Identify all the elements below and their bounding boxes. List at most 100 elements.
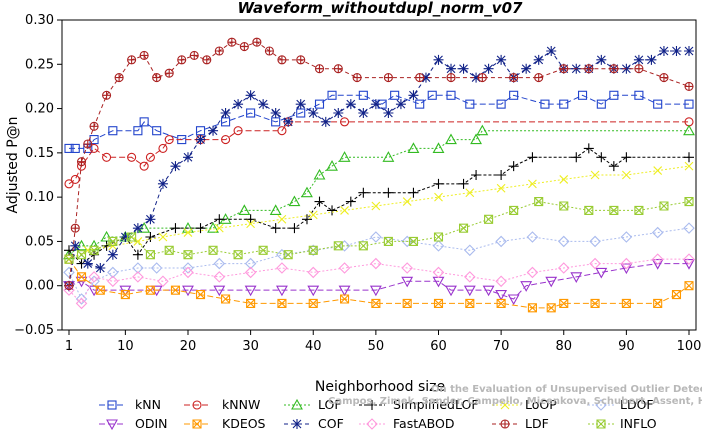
data-point-simplifiedlof: [327, 205, 338, 216]
data-point-ldof: [132, 262, 144, 274]
data-point-simplifiedlof: [458, 178, 469, 189]
legend-label-knnw: kNNW: [222, 397, 260, 412]
data-point-loop: [308, 210, 318, 220]
data-point-odin: [213, 285, 226, 297]
data-point-inflo: [408, 236, 418, 246]
data-point-ldf: [534, 73, 544, 83]
data-point-ldf: [227, 37, 237, 47]
data-point-fastabod: [683, 253, 695, 265]
data-point-kdeos: [340, 294, 350, 304]
y-tick-label: −0.05: [14, 323, 54, 338]
watermark-line-2: On the Evaluation of Unsupervised Outlie…: [431, 384, 702, 395]
data-point-kdeos: [684, 281, 694, 291]
data-point-kdeos: [76, 272, 87, 282]
data-point-ldf: [314, 64, 325, 74]
data-point-cof: [646, 54, 657, 65]
data-point-inflo: [684, 197, 694, 207]
x-tick-label: 30: [242, 339, 259, 354]
legend-marker-simplifiedlof: [367, 400, 377, 410]
data-point-loop: [434, 192, 443, 202]
y-tick-label: 0.10: [25, 190, 54, 205]
data-point-cof: [320, 116, 331, 127]
data-point-fastabod: [651, 253, 664, 265]
data-point-inflo: [145, 250, 155, 260]
data-point-knn: [64, 143, 74, 153]
series-line-ldof: [68, 227, 690, 300]
x-tick-label: 60: [430, 339, 447, 354]
data-point-kdeos: [465, 298, 475, 308]
data-point-kdeos: [559, 298, 569, 308]
legend-item-odin: ODIN: [99, 416, 168, 431]
data-point-lof: [470, 133, 483, 145]
data-point-simplifiedlof: [496, 170, 507, 180]
data-point-ldf: [659, 73, 669, 83]
data-point-kdeos: [590, 298, 600, 308]
x-tick-label: 80: [555, 339, 572, 354]
legend-marker-lof: [291, 398, 303, 410]
data-point-cof: [596, 54, 607, 65]
data-point-fastabod: [132, 271, 144, 283]
data-point-knn: [596, 99, 606, 109]
data-point-kdeos: [195, 290, 206, 300]
data-point-lof: [269, 204, 282, 215]
data-point-odin: [507, 294, 520, 306]
data-point-cof: [258, 99, 269, 110]
data-point-ldof: [182, 262, 194, 274]
data-point-fastabod: [526, 266, 539, 279]
data-point-loop: [158, 232, 168, 242]
legend-item-inflo: INFLO: [588, 416, 657, 431]
data-point-loop: [402, 197, 412, 206]
legend-marker-knnw: [192, 400, 202, 410]
data-point-inflo: [609, 205, 619, 215]
data-point-fastabod: [307, 266, 320, 279]
data-point-inflo: [233, 250, 243, 260]
data-point-kdeos: [653, 298, 663, 308]
data-point-simplifiedlof: [684, 152, 694, 163]
data-point-fastabod: [88, 271, 100, 283]
data-point-knn: [577, 90, 588, 100]
data-point-simplifiedlof: [195, 223, 206, 234]
data-point-ldf: [383, 73, 393, 83]
data-point-odin: [683, 259, 695, 270]
data-point-ldof: [557, 235, 570, 248]
data-point-kdeos: [496, 298, 506, 308]
y-tick-label: 0.30: [25, 13, 54, 28]
data-point-knn: [327, 90, 337, 100]
data-point-knn: [540, 99, 550, 109]
data-point-cof: [370, 99, 381, 110]
data-point-knn: [152, 126, 162, 136]
series-line-ldf: [68, 41, 690, 286]
data-point-odin: [182, 285, 194, 297]
data-point-inflo: [584, 205, 594, 215]
data-point-kdeos: [527, 303, 537, 313]
legend-label-inflo: INFLO: [620, 416, 657, 431]
data-point-cof: [308, 108, 319, 118]
data-point-loop: [621, 170, 631, 180]
data-point-ldf: [264, 46, 274, 56]
legend-item-lof: LOF: [284, 397, 342, 412]
data-point-fastabod: [157, 275, 169, 288]
series-ldf: [64, 37, 694, 291]
data-point-inflo: [164, 245, 174, 255]
data-point-simplifiedlof: [433, 178, 444, 189]
data-point-lof: [207, 222, 219, 233]
data-point-knn: [358, 90, 368, 100]
data-point-knn: [246, 108, 256, 118]
data-point-ldof: [307, 244, 320, 257]
x-tick-label: 90: [618, 339, 635, 354]
data-point-inflo: [64, 254, 74, 264]
data-point-cof: [208, 125, 219, 136]
data-point-simplifiedlof: [245, 214, 256, 225]
data-point-knn: [559, 99, 569, 109]
data-point-cof: [182, 152, 193, 163]
data-point-kdeos: [308, 298, 318, 308]
data-point-inflo: [108, 236, 118, 246]
series-cof: [64, 46, 694, 291]
data-point-cof: [496, 54, 507, 65]
data-point-loop: [277, 214, 287, 224]
data-point-knn: [684, 99, 694, 109]
data-point-simplifiedlof: [345, 196, 356, 207]
data-point-lof: [313, 168, 326, 180]
x-tick-label: 20: [180, 339, 197, 354]
legend-label-ldof: LDOF: [620, 397, 654, 412]
